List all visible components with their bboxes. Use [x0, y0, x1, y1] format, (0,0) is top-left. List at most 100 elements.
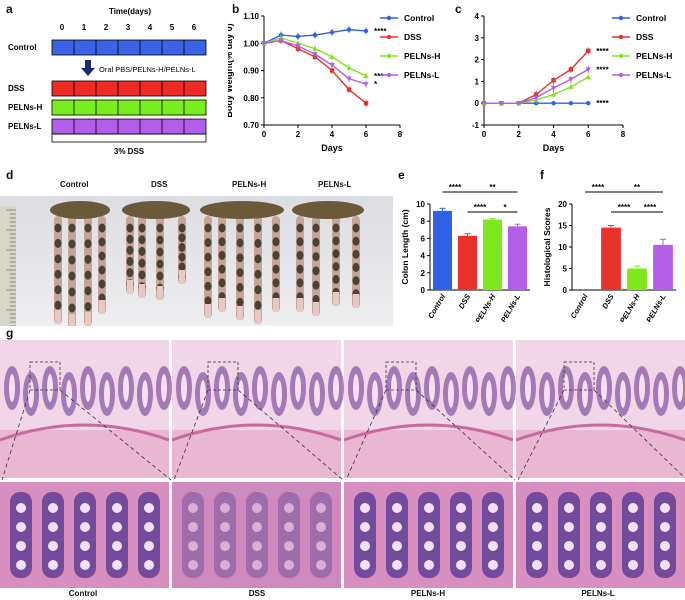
zoom-box — [207, 361, 239, 391]
fecal-pellet — [138, 270, 146, 280]
cecum — [50, 201, 110, 219]
goblet-cell — [80, 541, 90, 551]
zoom-box — [385, 361, 417, 391]
histology-label-pelns-l: PELNs-L — [581, 589, 615, 598]
fecal-pellet — [84, 239, 92, 249]
goblet-cell — [424, 503, 434, 513]
fecal-pellet — [272, 264, 280, 274]
fecal-pellet — [218, 264, 226, 274]
zoom-line — [1, 389, 31, 481]
crypt — [106, 492, 128, 578]
goblet-cell — [488, 522, 498, 532]
goblet-cell — [456, 522, 466, 532]
legend-marker — [386, 34, 392, 40]
x-tick-label: 6 — [364, 130, 369, 139]
crypt-lumen — [448, 380, 454, 408]
y-tick-label: 0.80 — [243, 94, 259, 103]
data-point — [481, 101, 487, 106]
crypt-lumen — [47, 374, 53, 402]
crypt — [654, 492, 676, 578]
goblet-cell — [660, 560, 670, 570]
goblet-cell — [488, 560, 498, 570]
fecal-pellet — [54, 223, 62, 233]
fecal-pellet — [84, 223, 92, 233]
crypt — [418, 492, 440, 578]
y-axis-title: DAI — [452, 63, 454, 79]
bar-pelns-l — [653, 244, 673, 290]
goblet-cell — [80, 503, 90, 513]
goblet-cell — [360, 503, 370, 513]
y-tick-label: 20 — [558, 200, 567, 209]
goblet-cell — [112, 541, 122, 551]
zoom-line — [173, 389, 209, 481]
goblet-cell — [660, 541, 670, 551]
crypt-lumen — [582, 380, 588, 408]
fecal-pellet — [296, 264, 304, 274]
histology-label-control: Control — [68, 589, 98, 598]
legend-label: PELNs-H — [404, 51, 440, 61]
crypt-lumen — [544, 380, 550, 408]
significance-label: **** — [474, 203, 487, 212]
inflammation-overlay — [172, 482, 341, 588]
rectum-segment — [313, 302, 319, 316]
fecal-pellet — [218, 237, 226, 247]
fecal-pellet — [178, 223, 186, 233]
rectum-segment — [127, 280, 133, 294]
goblet-cell — [456, 560, 466, 570]
group-label-dss: DSS — [8, 84, 25, 93]
rectum-segment — [353, 294, 359, 308]
goblet-cell — [80, 560, 90, 570]
crypt-lumen — [276, 380, 282, 408]
crypt — [558, 492, 580, 578]
bar-control — [433, 210, 452, 290]
fecal-pellet — [312, 223, 320, 233]
panel-label-e: e — [398, 168, 405, 182]
crypt-lumen — [486, 380, 492, 408]
y-axis-title: Body Weight(% day 0) — [228, 23, 234, 117]
goblet-cell — [532, 560, 542, 570]
fecal-pellet — [204, 267, 212, 277]
goblet-cell — [628, 522, 638, 532]
crypt-lumen — [142, 380, 148, 408]
zoom-line — [59, 389, 172, 481]
crypt — [74, 492, 96, 578]
goblet-cell — [16, 522, 26, 532]
histology-label-dss: DSS — [248, 589, 266, 598]
fecal-pellet — [332, 236, 340, 246]
group-label-control: Control — [8, 43, 36, 52]
fecal-pellet — [236, 223, 244, 233]
legend-label: Control — [404, 13, 434, 23]
goblet-cell — [16, 560, 26, 570]
y-tick-label: 0.70 — [243, 121, 259, 130]
goblet-cell — [456, 541, 466, 551]
crypt-lumen — [601, 374, 607, 402]
category-label: Control — [569, 292, 591, 320]
fecal-pellet — [156, 247, 164, 257]
fecal-pellet — [332, 262, 340, 272]
goblet-cell — [424, 541, 434, 551]
cecum — [122, 201, 190, 219]
legend-marker — [618, 53, 624, 59]
goblet-cell — [596, 541, 606, 551]
goblet-cell — [564, 503, 574, 513]
fecal-pellet — [204, 223, 212, 233]
rectum-segment — [205, 304, 211, 318]
goblet-cell — [112, 522, 122, 532]
crypt-lumen — [123, 374, 129, 402]
goblet-cell — [392, 522, 402, 532]
goblet-cell — [392, 541, 402, 551]
panel-label-f: f — [540, 168, 544, 182]
fecal-pellet — [156, 235, 164, 245]
crypt — [42, 492, 64, 578]
y-tick-label: 2 — [475, 56, 480, 65]
fecal-pellet — [332, 274, 340, 284]
y-axis-title: Colon Length (cm) — [400, 209, 410, 284]
y-tick-label: 6 — [421, 234, 426, 243]
panel-label-a: a — [6, 2, 13, 16]
goblet-cell — [532, 541, 542, 551]
crypt-lumen — [85, 374, 91, 402]
fecal-pellet — [98, 251, 106, 261]
fecal-pellet — [296, 223, 304, 233]
